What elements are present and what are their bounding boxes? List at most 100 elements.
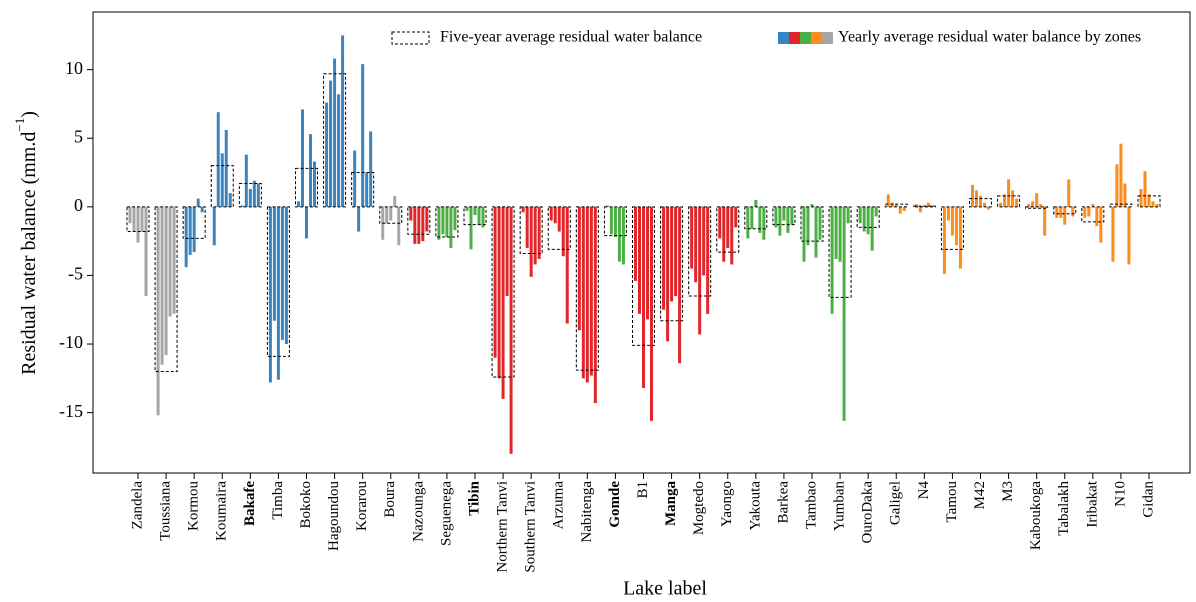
- bar: [224, 129, 228, 207]
- x-tick-label: Zandela: [129, 481, 145, 530]
- bar: [782, 206, 786, 221]
- x-tick-label: Galigel: [888, 481, 904, 525]
- bar: [790, 206, 794, 225]
- x-tick-label: Tambao: [803, 481, 819, 529]
- average-box: [491, 206, 515, 378]
- average-box: [154, 206, 178, 372]
- y-tick-label: -10: [59, 332, 83, 352]
- bar: [866, 206, 870, 235]
- bar: [818, 206, 822, 240]
- bar: [413, 206, 417, 244]
- bar: [666, 206, 670, 342]
- bar: [758, 206, 762, 233]
- average-box: [351, 172, 375, 208]
- bar: [425, 206, 429, 232]
- bar: [533, 206, 537, 265]
- x-tick-label: Hagoundou: [326, 481, 342, 551]
- legend-average-label: Five-year average residual water balance: [440, 29, 702, 46]
- average-box: [800, 206, 824, 242]
- bar: [128, 206, 132, 224]
- bar: [902, 206, 906, 211]
- y-tick-label: 0: [74, 195, 83, 215]
- bar: [168, 206, 172, 317]
- bar: [698, 206, 702, 335]
- bar: [983, 202, 986, 207]
- bar: [1127, 206, 1131, 265]
- bar: [946, 206, 950, 221]
- bar: [441, 206, 445, 235]
- bar: [192, 206, 196, 253]
- bar: [561, 206, 565, 257]
- legend-zone-swatch: [778, 32, 789, 44]
- bar: [874, 206, 878, 217]
- bar: [634, 206, 637, 281]
- x-tick-label: Tamou: [944, 481, 960, 523]
- bar: [914, 204, 918, 207]
- bar: [894, 204, 898, 207]
- average-box: [407, 206, 431, 235]
- average-box: [547, 206, 571, 250]
- x-tick-label: Tabalakh: [1056, 481, 1072, 536]
- bar: [918, 206, 922, 213]
- average-box: [997, 195, 1021, 208]
- bar: [521, 206, 525, 213]
- average-box: [772, 206, 796, 226]
- average-box: [323, 73, 347, 208]
- bar: [958, 206, 962, 269]
- bar: [1119, 143, 1123, 207]
- x-tick-label: Boura: [382, 481, 398, 518]
- x-tick-label: N4: [916, 481, 932, 500]
- bar: [297, 201, 300, 207]
- bar: [1035, 193, 1039, 207]
- bar: [1071, 206, 1075, 217]
- bar: [481, 206, 485, 228]
- x-tick-label: Korarou: [354, 481, 370, 531]
- average-box: [603, 206, 627, 237]
- bar: [525, 206, 529, 248]
- bar: [979, 195, 982, 207]
- bar: [313, 161, 316, 207]
- bar: [690, 206, 694, 269]
- bar: [786, 206, 790, 233]
- bar: [642, 206, 645, 388]
- bar: [1139, 188, 1143, 207]
- bar: [1143, 171, 1147, 207]
- bar: [609, 206, 613, 235]
- x-tick-label: Timba: [270, 481, 286, 520]
- x-tick-label: Gomde: [607, 481, 623, 528]
- bar: [886, 194, 890, 207]
- x-tick-label: Arzuma: [551, 481, 567, 530]
- bar: [244, 154, 248, 207]
- bar: [1091, 204, 1095, 207]
- legend-zone-swatch: [800, 32, 811, 44]
- bar: [842, 206, 846, 421]
- x-tick-label: Kaboukoga: [1028, 481, 1044, 550]
- bar: [1063, 206, 1067, 225]
- bar: [357, 206, 361, 232]
- bar: [670, 206, 674, 302]
- bar: [581, 206, 585, 379]
- average-box: [435, 206, 459, 238]
- bar: [272, 206, 276, 321]
- average-box: [1053, 206, 1077, 215]
- bar: [252, 180, 256, 207]
- bar: [329, 80, 333, 207]
- bar: [774, 206, 778, 228]
- x-tick-label: Nabitenga: [579, 481, 595, 543]
- bar: [220, 153, 224, 207]
- average-box: [463, 206, 487, 226]
- bar: [140, 206, 144, 232]
- average-box: [238, 183, 262, 208]
- bar: [537, 206, 541, 259]
- bar: [585, 206, 589, 383]
- x-tick-label: Nazounga: [410, 481, 426, 542]
- bar: [1115, 164, 1119, 207]
- bar: [830, 206, 834, 314]
- bar: [1059, 206, 1063, 218]
- bar: [814, 206, 818, 258]
- bar: [172, 206, 176, 314]
- average-box: [912, 205, 936, 208]
- y-label-end: ): [18, 111, 40, 118]
- bar: [196, 198, 200, 207]
- bar: [1055, 206, 1059, 218]
